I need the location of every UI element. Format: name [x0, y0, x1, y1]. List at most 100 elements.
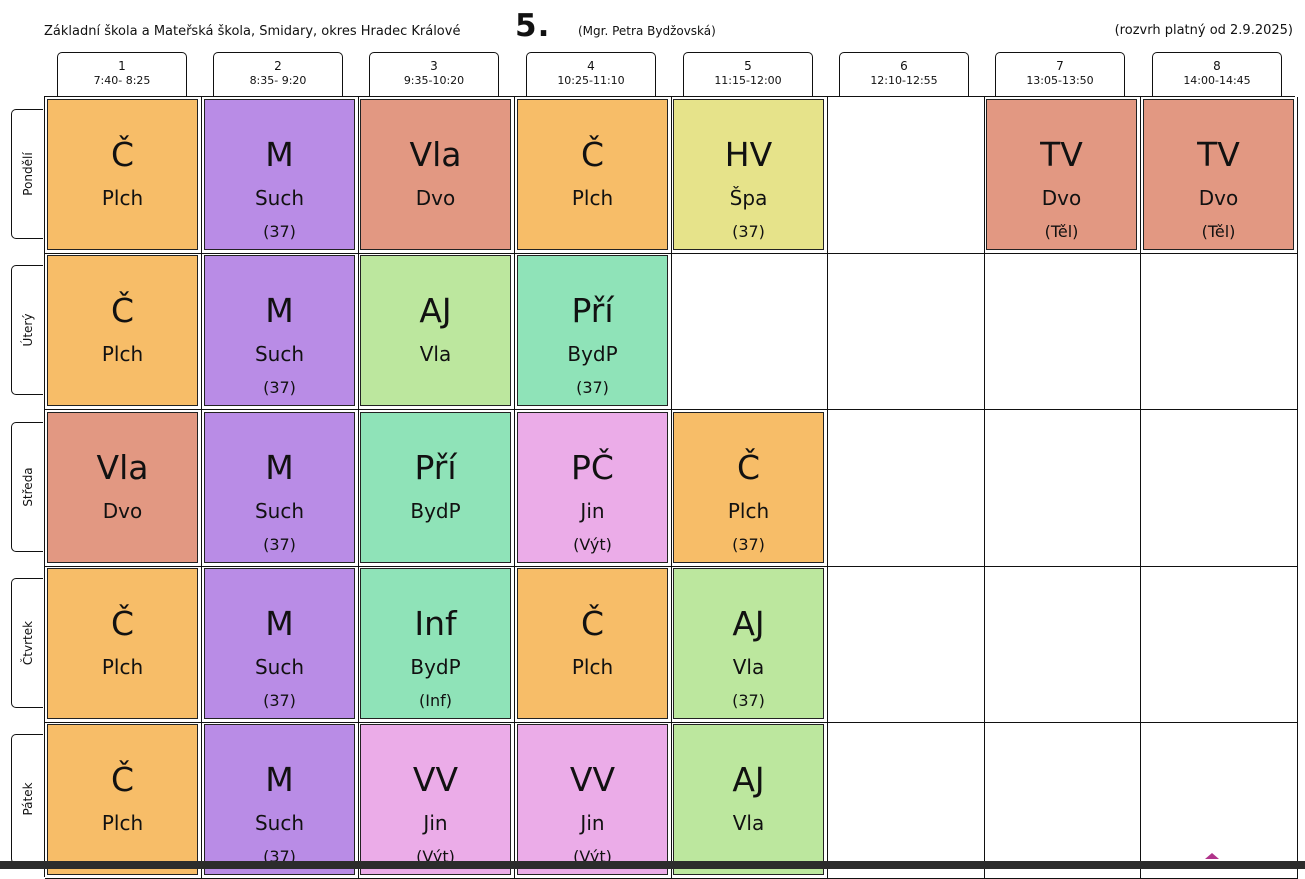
lesson-subject: Č [110, 135, 135, 174]
lesson-subject: Pří [414, 448, 457, 487]
lesson-card: Č Plch [47, 724, 198, 875]
day-tab: Úterý [11, 265, 43, 395]
period-header-3: 3 9:35-10:20 [369, 52, 499, 96]
lesson-subject: Vla [96, 448, 149, 487]
day-label: Pátek [20, 782, 35, 816]
period-number: 2 [274, 59, 282, 73]
lesson-card: Č Plch [47, 568, 198, 719]
period-number: 4 [587, 59, 595, 73]
timetable-cell [828, 566, 985, 723]
lesson-room: (Výt) [573, 535, 612, 554]
lesson-teacher: Dvo [415, 186, 456, 210]
lesson-teacher: Vla [732, 655, 765, 679]
day-tab: Pátek [11, 734, 43, 864]
lesson-teacher: BydP [410, 655, 461, 679]
timetable-cell [984, 722, 1141, 879]
lesson-card: Inf BydP (Inf) [360, 568, 511, 719]
timetable-cell: VV Jin (Výt) [358, 722, 515, 879]
lesson-teacher: Such [254, 342, 305, 366]
lesson-subject: M [265, 448, 294, 487]
timetable-cell: PČ Jin (Výt) [515, 410, 672, 567]
lesson-subject: Pří [571, 291, 614, 330]
timetable-cell: HV Špa (37) [671, 97, 828, 254]
timetable-cell: AJ Vla [358, 253, 515, 410]
day-tab: Pondělí [11, 109, 43, 239]
lesson-teacher: Dvo [1198, 186, 1239, 210]
timetable-cell: M Such (37) [202, 410, 359, 567]
timetable-cell [671, 253, 828, 410]
lesson-card: Pří BydP [360, 412, 511, 563]
lesson-teacher: Plch [727, 499, 770, 523]
lesson-subject: AJ [732, 604, 765, 643]
lesson-card: Č Plch [517, 568, 668, 719]
timetable-cell: AJ Vla (37) [671, 566, 828, 723]
lesson-teacher: Vla [732, 811, 765, 835]
lesson-card: HV Špa (37) [673, 99, 824, 250]
lesson-card: M Such (37) [204, 724, 355, 875]
lesson-teacher: Plch [101, 811, 144, 835]
lesson-teacher: Jin [423, 811, 448, 835]
lesson-subject: AJ [419, 291, 452, 330]
period-number: 1 [118, 59, 126, 73]
lesson-card: M Such (37) [204, 412, 355, 563]
lesson-subject: Vla [409, 135, 462, 174]
lesson-teacher: BydP [410, 499, 461, 523]
day-tab: Čtvrtek [11, 578, 43, 708]
lesson-subject: M [265, 135, 294, 174]
lesson-subject: TV [1197, 135, 1240, 174]
lesson-card: AJ Vla (37) [673, 568, 824, 719]
lesson-subject: Č [110, 291, 135, 330]
timetable-cell [984, 566, 1141, 723]
period-time: 14:00-14:45 [1183, 74, 1251, 87]
timetable-cell: Inf BydP (Inf) [358, 566, 515, 723]
lesson-subject: VV [412, 760, 459, 799]
lesson-subject: M [265, 760, 294, 799]
timetable-cell: AJ Vla [671, 722, 828, 879]
timetable-cell: Č Plch [515, 566, 672, 723]
lesson-card: Vla Dvo [360, 99, 511, 250]
class-title: 5. [515, 8, 551, 44]
timetable-cell: Vla Dvo [358, 97, 515, 254]
valid-from: (rozvrh platný od 2.9.2025) [1114, 23, 1293, 38]
lesson-subject: M [265, 604, 294, 643]
lesson-card: VV Jin (Výt) [517, 724, 668, 875]
lesson-teacher: Vla [419, 342, 452, 366]
lesson-subject: Č [110, 760, 135, 799]
school-name: Základní škola a Mateřská škola, Smidary… [44, 24, 461, 39]
lesson-subject: Č [736, 448, 761, 487]
period-header-6: 6 12:10-12:55 [839, 52, 969, 96]
timetable-cell: M Such (37) [202, 97, 359, 254]
lesson-card: Pří BydP (37) [517, 255, 668, 406]
lesson-card: PČ Jin (Výt) [517, 412, 668, 563]
timetable-cell: Vla Dvo [45, 410, 202, 567]
lesson-teacher: Plch [101, 186, 144, 210]
timetable-cell: Č Plch [45, 566, 202, 723]
lesson-subject: VV [569, 760, 616, 799]
lesson-card: TV Dvo (Těl) [1143, 99, 1294, 250]
lesson-card: TV Dvo (Těl) [986, 99, 1137, 250]
lesson-teacher: Such [254, 811, 305, 835]
period-header-5: 5 11:15-12:00 [683, 52, 813, 96]
lesson-subject: AJ [732, 760, 765, 799]
lesson-card: Vla Dvo [47, 412, 198, 563]
timetable-cell [828, 410, 985, 567]
lesson-card: M Such (37) [204, 255, 355, 406]
period-time: 11:15-12:00 [714, 74, 782, 87]
timetable-cell: Č Plch (37) [671, 410, 828, 567]
lesson-card: Č Plch [47, 99, 198, 250]
lesson-subject: HV [724, 135, 773, 174]
period-number: 7 [1056, 59, 1064, 73]
lesson-teacher: Dvo [1041, 186, 1082, 210]
lesson-card: M Such (37) [204, 99, 355, 250]
lesson-room: (37) [732, 691, 765, 710]
lesson-subject: PČ [571, 448, 614, 487]
lesson-card: Č Plch [47, 255, 198, 406]
lesson-subject: Inf [414, 604, 457, 643]
lesson-room: (37) [263, 691, 296, 710]
lesson-card: AJ Vla [360, 255, 511, 406]
timetable-cell [984, 253, 1141, 410]
lesson-teacher: Such [254, 655, 305, 679]
period-header-1: 1 7:40- 8:25 [57, 52, 187, 96]
day-label: Pondělí [20, 152, 35, 196]
timetable-cell: Pří BydP [358, 410, 515, 567]
